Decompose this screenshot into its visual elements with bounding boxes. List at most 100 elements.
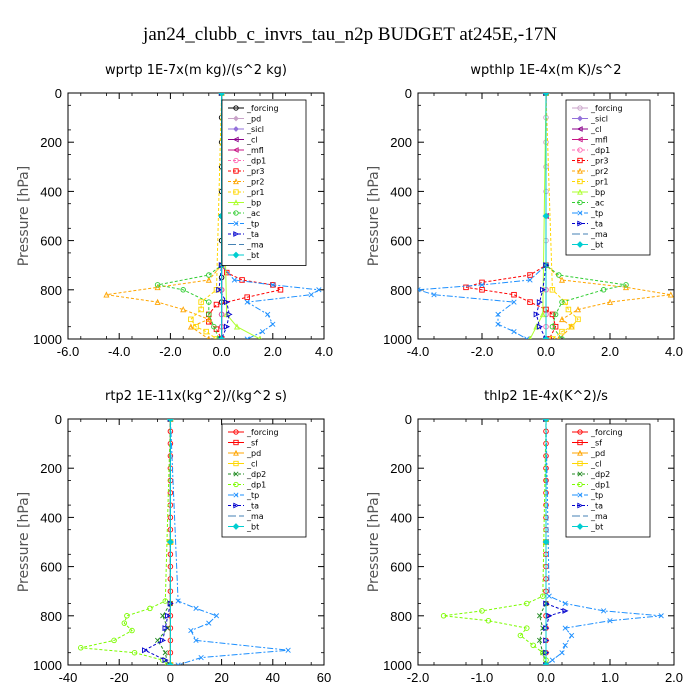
data-point [546,593,552,599]
data-point [206,311,212,318]
data-point [552,323,559,330]
data-point [166,661,174,665]
series-line [443,419,547,665]
legend-marker [577,210,583,216]
data-point [530,642,536,649]
legend-entry: _pr1 [246,188,264,197]
data-point [556,272,562,278]
chart-panel: wpthlp 1E-4x(m K)/s^2 Pressure [hPa] -4.0 -… [366,63,683,359]
legend-marker [233,157,239,164]
data-point [231,277,238,283]
x-tick-label: -6.0 [57,344,79,359]
legend-marker [576,136,583,143]
legend-entry: _cl [246,136,258,145]
legend-marker [232,251,240,259]
legend-marker [233,429,239,435]
data-point [223,323,231,330]
x-tick-label: -20 [110,670,129,685]
y-tick-label: 1000 [33,658,62,673]
legend-marker [233,105,239,111]
data-point [198,306,204,313]
data-point [142,647,149,654]
data-point [244,336,250,339]
legend-entry: _forcing [246,428,279,437]
legend-marker [577,188,583,195]
data-point [198,299,204,305]
series-line [106,93,223,339]
data-point [431,292,437,298]
y-tick-label: 400 [40,184,62,199]
legend-entry: _cl [246,460,258,469]
series-group [418,93,674,339]
legend-entry: _bt [246,251,259,260]
legend-marker [577,502,584,509]
legend: _forcing _sf_pd _cl_dp2 _dp1_tp _ta_ma _bt [565,423,651,538]
data-point [511,299,517,305]
data-point [175,662,181,665]
data-point [600,608,607,614]
legend-entry: _sicl [590,115,608,124]
legend-entry: _pr3 [246,167,264,176]
series-group [78,419,291,665]
legend-marker [233,439,239,446]
data-point [658,613,664,619]
data-point [203,328,209,335]
legend-marker [233,168,239,174]
legend-entry: _cl [590,125,602,134]
data-point [193,605,199,612]
series-line [143,419,171,665]
y-tick-label: 1000 [383,658,412,673]
data-point [549,287,556,293]
legend-entry: _pd [246,115,261,124]
x-tick-label: 60 [317,670,331,685]
y-tick-label: 800 [390,283,412,298]
data-point [559,336,565,339]
data-point [205,316,212,323]
data-point [180,306,187,313]
y-axis-label: Pressure [hPa] [366,492,382,592]
legend-entry: _mfl [246,146,264,155]
data-point [162,657,169,664]
legend-marker [233,492,239,498]
legend-entry: _sicl [246,125,264,134]
data-point [536,299,543,306]
data-point [463,284,469,291]
legend-marker [577,220,584,227]
x-tick-label: -4.0 [407,344,429,359]
data-point [147,605,153,612]
data-point [495,311,501,318]
data-point [198,655,204,661]
data-point [562,600,568,607]
legend-marker [232,136,239,143]
data-point [440,613,447,619]
figure-title: jan24_clubb_c_invrs_tau_n2p BUDGET at245… [142,24,557,45]
data-point [546,612,553,619]
data-point [223,299,231,306]
legend-marker [576,523,584,530]
legend-entry: _ta [590,220,603,229]
data-point [124,613,130,619]
legend-entry: _dp1 [246,157,266,166]
panel-title: wprtp 1E-7x(m kg)/(s^2 kg) [105,63,287,78]
legend-entry: _forcing [590,428,623,437]
legend-marker [577,481,583,488]
data-point [187,323,194,330]
data-point [270,282,276,288]
x-tick-label: 2.0 [264,344,282,359]
data-point [527,277,533,283]
data-point [542,212,550,220]
data-point [524,625,530,631]
legend: _forcing _sf_pd _cl_dp2 _dp1_tp _ta_ma _bt [221,423,307,538]
y-tick-label: 0 [55,86,62,101]
data-point [524,336,530,339]
data-point [154,298,161,305]
data-point [540,593,546,599]
y-tick-label: 0 [405,412,412,427]
y-tick-label: 400 [40,510,62,525]
series-group [440,419,664,665]
data-point [270,321,276,327]
legend-entry: _dp1 [246,481,266,490]
legend-entry: _mfl [590,136,608,145]
legend-entry: _forcing [246,104,279,113]
y-axis-label: Pressure [hPa] [16,492,32,592]
